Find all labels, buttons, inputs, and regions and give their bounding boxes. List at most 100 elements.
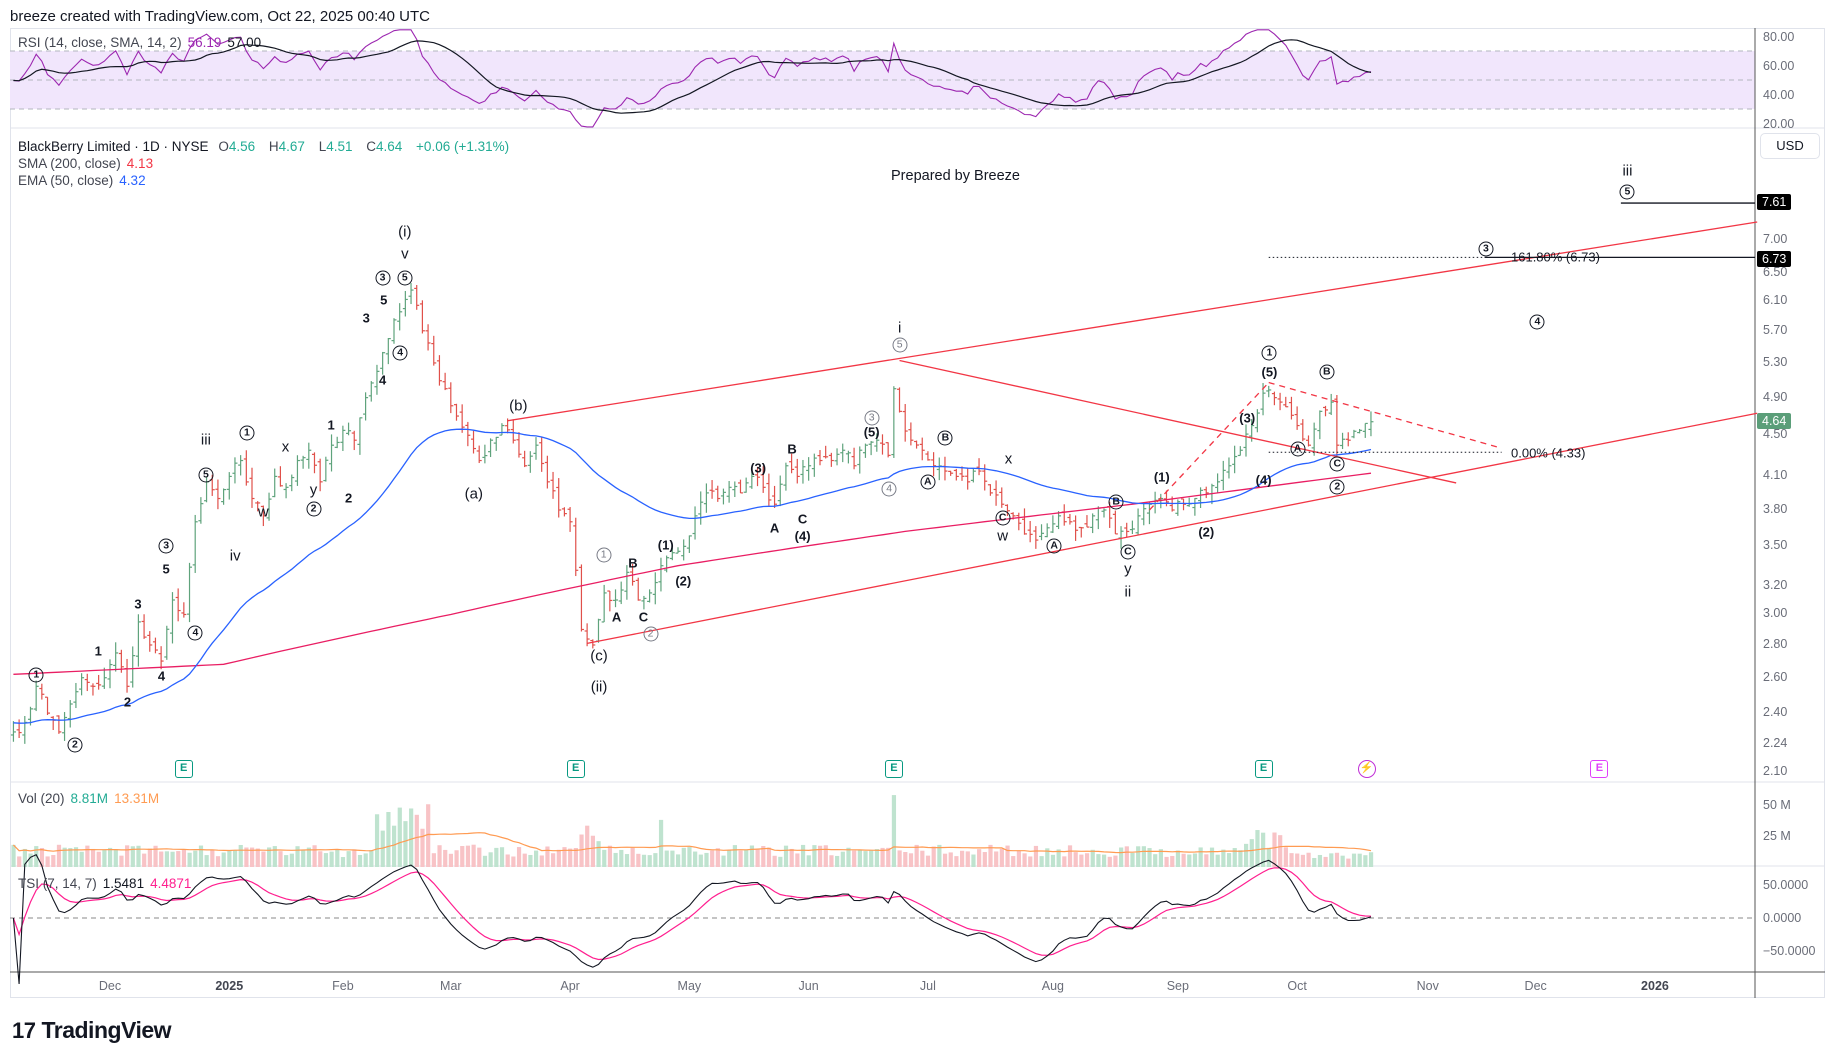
volume-bar bbox=[732, 845, 737, 867]
ohlc-bar bbox=[1124, 522, 1130, 538]
rsi-legend: RSI (14, close, SMA, 14, 2) 56.19 57.00 bbox=[18, 35, 267, 50]
ohlc-bar bbox=[419, 300, 425, 334]
sma200-line bbox=[13, 472, 1372, 675]
sma-legend: SMA (200, close) 4.13 bbox=[18, 156, 159, 171]
ohlc-bar bbox=[226, 472, 232, 500]
volume-bar bbox=[1033, 845, 1039, 867]
volume-bar bbox=[420, 828, 425, 867]
ohlc-bar bbox=[772, 485, 778, 508]
ema-label: EMA (50, close) bbox=[18, 173, 114, 188]
wave-label: (5) bbox=[863, 424, 880, 440]
volume-bar bbox=[920, 850, 925, 867]
ohlc-bar bbox=[39, 683, 45, 700]
ohlc-bar bbox=[749, 471, 755, 489]
volume-bar bbox=[482, 855, 488, 867]
ohlc-bar bbox=[1266, 385, 1272, 398]
volume-bar bbox=[1170, 855, 1175, 867]
currency-button[interactable]: USD bbox=[1760, 133, 1820, 159]
ohlc-bar bbox=[613, 589, 619, 608]
volume-bar bbox=[1300, 854, 1305, 867]
ohlc-bar bbox=[965, 467, 971, 490]
volume-bar bbox=[227, 850, 232, 867]
ohlc-bar bbox=[402, 290, 408, 317]
ohlc-bar bbox=[1368, 411, 1374, 437]
volume-bar bbox=[56, 844, 62, 867]
wave-label: 4 bbox=[392, 345, 408, 361]
ohlc-bar bbox=[1073, 515, 1079, 541]
earnings-event-icon[interactable]: E bbox=[884, 760, 903, 778]
ohlc-bar bbox=[232, 457, 238, 484]
tsi-axis-50: 50.0000 bbox=[1763, 878, 1809, 892]
tsi-signal-line bbox=[12, 867, 1372, 961]
ohlc-bar bbox=[1039, 524, 1045, 541]
dividend-event-icon[interactable]: ⚡ bbox=[1357, 760, 1376, 778]
earnings-event-icon[interactable]: E bbox=[566, 760, 585, 778]
volume-bar bbox=[488, 852, 493, 867]
volume-bar bbox=[795, 853, 800, 867]
ohlc-bar bbox=[1198, 487, 1204, 508]
volume-bar bbox=[982, 852, 987, 867]
ohlc-bar bbox=[152, 637, 158, 654]
ohlc-bar bbox=[806, 457, 812, 481]
volume-bar bbox=[323, 853, 329, 867]
wave-label: B bbox=[1108, 494, 1124, 510]
volume-bar bbox=[335, 849, 340, 867]
volume-bar bbox=[301, 850, 306, 867]
volume-bar bbox=[397, 807, 402, 867]
volume-bar bbox=[181, 849, 187, 867]
volume-bar bbox=[1175, 850, 1181, 867]
ohlc-bar bbox=[1146, 501, 1152, 525]
volume-bar bbox=[34, 846, 39, 867]
volume-bar bbox=[971, 854, 976, 867]
symbol-title[interactable]: BlackBerry Limited · 1D · NYSE bbox=[18, 139, 209, 154]
rsi-axis-20: 20.00 bbox=[1763, 117, 1795, 131]
volume-bar bbox=[755, 849, 760, 867]
ohlc-bar bbox=[346, 422, 352, 436]
ohlc-bar bbox=[1044, 523, 1050, 538]
ohlc-bar bbox=[1186, 497, 1192, 507]
upper-channel-trendline bbox=[507, 221, 1758, 422]
earnings-event-icon[interactable]: E bbox=[1254, 760, 1273, 778]
volume-bar bbox=[1306, 852, 1311, 867]
volume-bar bbox=[1028, 856, 1033, 867]
ohlc-bar bbox=[73, 682, 79, 709]
volume-bar bbox=[539, 855, 544, 867]
tradingview-logo[interactable]: 17 TradingView bbox=[12, 1017, 172, 1044]
tradingview-logo-icon: 17 bbox=[12, 1018, 36, 1043]
earnings-event-icon[interactable]: E bbox=[1590, 760, 1609, 778]
wave-label: 4 bbox=[187, 625, 203, 641]
wave-label: (b) bbox=[509, 397, 528, 415]
volume-bar bbox=[891, 795, 897, 867]
volume-bar bbox=[142, 853, 147, 867]
ohlc-bar bbox=[1101, 508, 1107, 518]
volume-bar bbox=[11, 844, 16, 867]
volume-bar bbox=[960, 850, 965, 867]
wave-label: 1 bbox=[596, 547, 612, 563]
earnings-event-icon[interactable]: E bbox=[174, 760, 193, 778]
volume-bar bbox=[164, 851, 169, 867]
volume-bar bbox=[477, 847, 482, 867]
ohlc-bar bbox=[1243, 424, 1249, 457]
volume-bar bbox=[749, 845, 755, 867]
price-tick: 5.30 bbox=[1763, 354, 1788, 369]
volume-bar bbox=[585, 825, 590, 867]
chart-frame bbox=[10, 28, 1825, 998]
volume-bar bbox=[159, 851, 164, 867]
change-value: +0.06 (+1.31%) bbox=[416, 139, 510, 154]
volume-bar bbox=[392, 825, 397, 867]
volume-bar bbox=[1198, 847, 1203, 867]
volume-bar bbox=[1005, 845, 1010, 867]
volume-bar bbox=[1147, 848, 1152, 867]
volume-bar bbox=[1232, 848, 1237, 867]
ohlc-bar bbox=[436, 355, 442, 386]
wave-label: v bbox=[401, 245, 409, 263]
wave-label: x bbox=[281, 438, 290, 456]
volume-bar bbox=[232, 850, 238, 867]
volume-bar bbox=[312, 845, 317, 867]
ohlc-bar bbox=[1254, 409, 1260, 433]
volume-bar bbox=[772, 855, 777, 867]
wave-label: 1 bbox=[239, 425, 255, 441]
ohlc-bar bbox=[556, 478, 562, 518]
volume-bar bbox=[187, 852, 192, 867]
